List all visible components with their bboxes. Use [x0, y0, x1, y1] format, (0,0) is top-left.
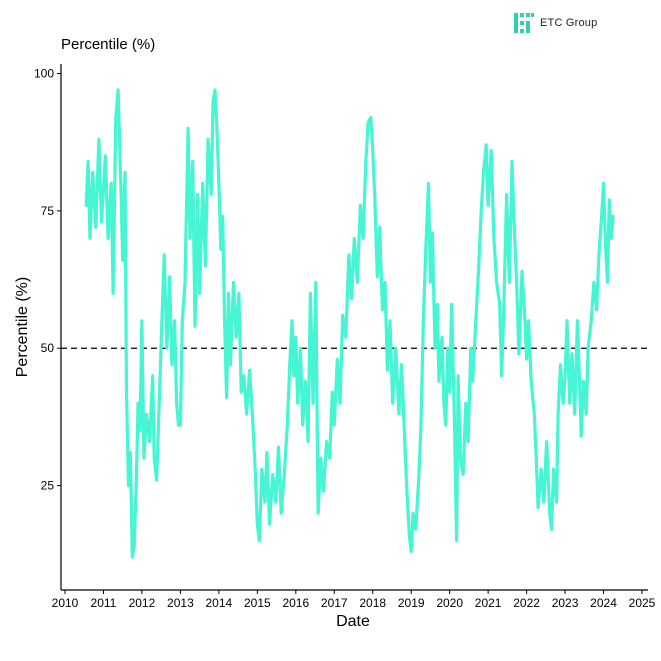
x-tick-label: 2016: [282, 596, 309, 610]
y-axis: 25 50 75 100: [34, 64, 62, 590]
x-tick-label: 2015: [244, 596, 271, 610]
y-tick-label: 100: [34, 66, 54, 80]
x-tick-label: 2012: [129, 596, 156, 610]
x-axis-label: Date: [336, 613, 370, 630]
x-tick-label: 2011: [91, 596, 117, 610]
etc-group-logo-icon: [514, 13, 534, 33]
etc-group-logo: ETC Group: [514, 13, 597, 33]
x-tick-label: 2020: [436, 596, 463, 610]
x-tick-label: 2023: [552, 596, 579, 610]
x-tick-label: 2017: [321, 596, 348, 610]
x-axis: 2010 2011 2012 2013 2014 2015 2016 2017 2018 2019…: [52, 589, 656, 610]
x-tick-label: 2024: [590, 596, 617, 610]
y-ticks: 25 50 75 100: [34, 66, 61, 493]
x-tick-label: 2019: [398, 596, 425, 610]
series-line-percentile: [84, 88, 615, 559]
x-tick-label: 2010: [52, 596, 79, 610]
x-tick-label: 2014: [206, 596, 233, 610]
x-tick-label: 2025: [629, 596, 656, 610]
x-tick-label: 2013: [167, 596, 194, 610]
y-tick-label: 75: [41, 204, 55, 218]
x-tick-label: 2018: [359, 596, 386, 610]
x-tick-label: 2021: [475, 596, 502, 610]
y-tick-label: 50: [41, 341, 55, 355]
x-tick-label: 2022: [513, 596, 540, 610]
y-axis-label: Percentile (%): [14, 277, 31, 377]
x-ticks: 2010 2011 2012 2013 2014 2015 2016 2017 2018 2019…: [52, 590, 656, 610]
y-tick-label: 25: [41, 479, 55, 493]
chart-subtitle: Percentile (%): [61, 36, 156, 53]
logo-text: ETC Group: [540, 17, 598, 29]
